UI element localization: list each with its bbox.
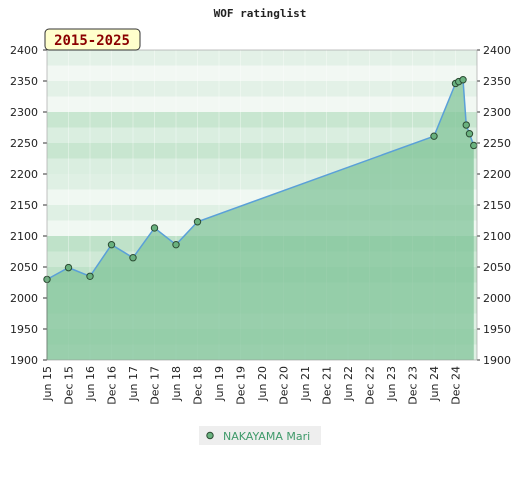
data-point[interactable]: [86, 272, 94, 280]
data-point[interactable]: [470, 141, 478, 150]
y-axis-right: 1900 1950 2000 2050 2100 2150 2200 2250 2300 2350…: [477, 44, 511, 367]
x-tick-label: Jun 22: [342, 366, 355, 402]
y-tick-label-right: 1900: [483, 354, 511, 367]
data-point[interactable]: [459, 76, 467, 84]
y-tick-label-left: 2150: [10, 199, 38, 212]
background-band: [47, 143, 477, 159]
data-point[interactable]: [462, 121, 470, 129]
x-tick-label: Dec 17: [149, 366, 162, 405]
plot-frame: [46, 49, 478, 361]
x-tick-label: Jun 24: [428, 366, 441, 402]
data-point[interactable]: [465, 130, 474, 138]
x-tick-label: Dec 18: [192, 366, 205, 405]
x-tick-label: Jun 18: [170, 366, 183, 402]
y-axis-left: 1900 1950 2000 2050 2100 2150 2200 2250 2300 2350…: [10, 44, 47, 367]
x-tick-label: Dec 21: [321, 366, 334, 405]
range-badge: 2015-2025: [44, 28, 141, 51]
legend-label: NAKAYAMA Mari: [223, 430, 310, 443]
x-tick-label: Dec 23: [407, 366, 420, 405]
data-point[interactable]: [430, 132, 438, 140]
y-tick-label-right: 2100: [483, 230, 511, 243]
y-tick-label-right: 2300: [483, 106, 511, 119]
data-point[interactable]: [150, 224, 159, 232]
x-tick-label: Dec 24: [450, 366, 463, 405]
y-tick-label-left: 2350: [10, 75, 38, 88]
x-tick-label: Jun 20: [256, 366, 269, 402]
x-tick-label: Dec 19: [235, 366, 248, 405]
background-band: [47, 65, 477, 81]
x-tick-label: Jun 23: [385, 366, 398, 402]
data-point[interactable]: [172, 240, 180, 249]
y-tick-label-right: 2250: [483, 137, 511, 150]
legend-marker: [206, 431, 214, 440]
x-tick-label: Jun 19: [213, 366, 226, 402]
y-tick-label-right: 2050: [483, 261, 511, 274]
y-tick-label-left: 2000: [10, 292, 38, 305]
y-tick-label-left: 2400: [10, 44, 38, 57]
y-tick-label-left: 1950: [10, 323, 38, 336]
y-tick-label-left: 2200: [10, 168, 38, 181]
y-tick-label-right: 2200: [483, 168, 511, 181]
y-tick-label-left: 2050: [10, 261, 38, 274]
background-band: [47, 127, 477, 143]
x-tick-label: Jun 16: [84, 366, 97, 402]
rating-area: [47, 79, 474, 360]
x-tick-label: Jun 15: [41, 366, 54, 402]
x-tick-label: Dec 16: [106, 366, 119, 405]
data-point[interactable]: [129, 254, 137, 262]
y-tick-label-left: 2250: [10, 137, 38, 150]
background-band: [47, 112, 477, 128]
x-tick-label: Dec 22: [364, 366, 377, 405]
y-tick-label-right: 1950: [483, 323, 511, 336]
data-point[interactable]: [107, 240, 116, 249]
x-axis-labels: Jun 15 Dec 15 Jun 16 Dec 16 Jun 17 Dec 17 Jun …: [41, 366, 463, 405]
y-tick-label-left: 2100: [10, 230, 38, 243]
legend[interactable]: NAKAYAMA Mari: [199, 426, 321, 445]
y-tick-label-right: 2400: [483, 44, 511, 57]
x-tick-label: Dec 15: [63, 366, 76, 405]
background-band: [47, 96, 477, 112]
chart-title: WOF ratinglist: [214, 7, 307, 20]
x-tick-label: Jun 21: [299, 366, 312, 402]
background-band: [47, 81, 477, 97]
y-tick-label-right: 2000: [483, 292, 511, 305]
y-tick-label-left: 1900: [10, 354, 38, 367]
data-point[interactable]: [64, 263, 73, 272]
data-points: [43, 76, 478, 284]
x-tick-label: Jun 17: [127, 366, 140, 402]
x-tick-label: Dec 20: [278, 366, 291, 405]
background-band: [47, 50, 477, 66]
data-point[interactable]: [193, 218, 202, 226]
range-badge-label: 2015-2025: [54, 33, 130, 49]
y-tick-label-left: 2300: [10, 106, 38, 119]
y-tick-label-right: 2350: [483, 75, 511, 88]
y-tick-label-right: 2150: [483, 199, 511, 212]
